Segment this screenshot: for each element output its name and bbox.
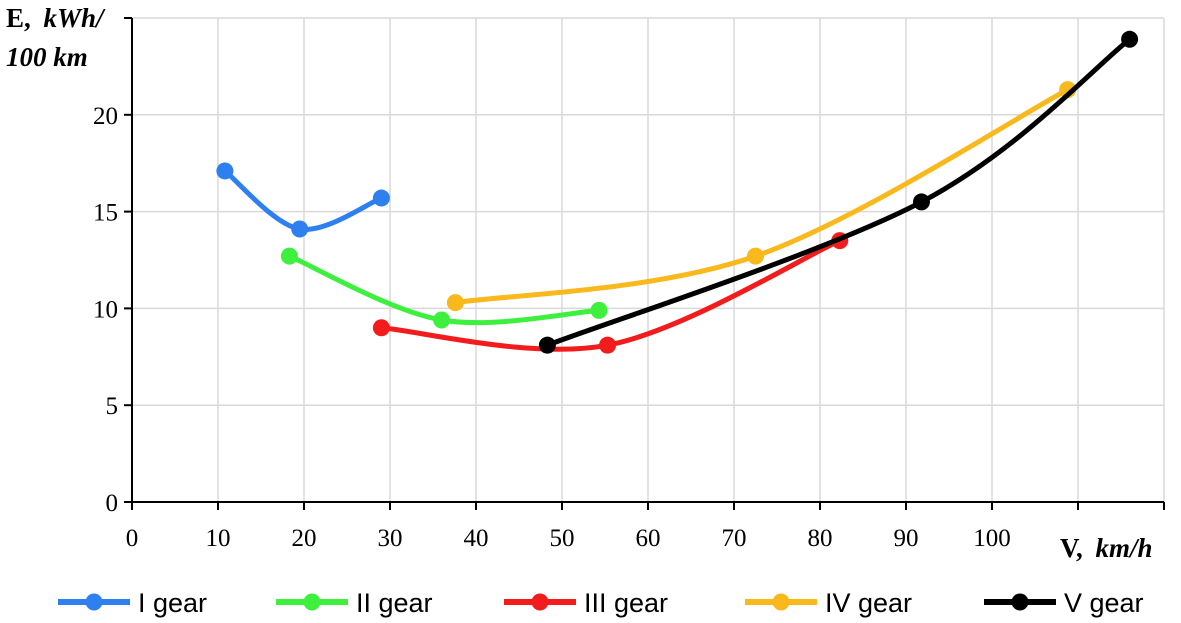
x-tick-labels: 0 10 20 30 40 50 60 70 80 90 100 — [126, 525, 1011, 552]
y-tick-label: 0 — [106, 490, 119, 517]
x-tick-label: 40 — [464, 525, 489, 552]
x-tick-label: 80 — [808, 525, 833, 552]
x-tick-label: 30 — [378, 525, 403, 552]
legend-label: IV gear — [825, 588, 912, 618]
series-2 — [280, 247, 608, 329]
legend-item: I gear — [58, 588, 207, 618]
y-tick-label: 15 — [93, 200, 118, 227]
legend-label: II gear — [356, 588, 433, 618]
data-point — [599, 336, 617, 354]
y-axis-title-line2: 100 km — [6, 42, 88, 72]
legend-item: V gear — [984, 588, 1144, 618]
y-tick-label: 20 — [93, 103, 118, 130]
x-axis-unit: km/h — [1096, 533, 1153, 563]
legend-swatch-marker — [531, 593, 549, 611]
series-line — [378, 238, 843, 352]
legend-item: IV gear — [745, 588, 912, 618]
series-1 — [216, 162, 390, 238]
x-axis-title: V, km/h — [1060, 533, 1153, 563]
series-4 — [446, 81, 1077, 312]
legend-item: II gear — [276, 588, 433, 618]
legend-swatch-marker — [1011, 593, 1029, 611]
data-point — [216, 162, 234, 180]
y-axis-symbol: E, — [6, 3, 31, 33]
y-tick-label: 10 — [93, 296, 118, 323]
data-point — [446, 294, 464, 312]
x-axis-symbol: V, — [1060, 533, 1083, 563]
y-tick-labels: 0 5 10 15 20 — [93, 103, 118, 517]
data-point — [291, 220, 309, 238]
x-tick-label: 70 — [722, 525, 747, 552]
x-tick-label: 60 — [636, 525, 661, 552]
x-tick-label: 20 — [292, 525, 317, 552]
legend: I gear II gear III gear IV gear V gear — [58, 588, 1144, 618]
y-axis-unit-line2: 100 km — [6, 42, 88, 72]
data-point — [280, 247, 298, 265]
data-point — [372, 319, 390, 337]
legend-label: V gear — [1064, 588, 1144, 618]
y-axis-unit-line1: kWh/ — [44, 3, 107, 33]
data-point — [1121, 30, 1139, 48]
x-tick-label: 0 — [126, 525, 139, 552]
series-line — [544, 36, 1133, 348]
series-3 — [372, 232, 849, 354]
series-lines — [216, 30, 1139, 354]
legend-swatch-marker — [85, 593, 103, 611]
legend-label: III gear — [584, 588, 668, 618]
y-tick-label: 5 — [106, 393, 119, 420]
data-point — [433, 311, 451, 329]
series-5 — [538, 30, 1139, 354]
grid — [132, 17, 1165, 502]
x-tick-label: 90 — [894, 525, 919, 552]
data-point — [747, 247, 764, 265]
data-point — [590, 301, 608, 319]
data-point — [538, 336, 556, 354]
legend-item: III gear — [504, 588, 668, 618]
axes — [124, 17, 1165, 510]
y-axis-title: E, kWh/ — [6, 3, 106, 33]
x-tick-label: 100 — [973, 525, 1011, 552]
x-tick-label: 50 — [550, 525, 575, 552]
legend-label: I gear — [138, 588, 207, 618]
series-line — [222, 168, 384, 232]
x-tick-label: 10 — [206, 525, 231, 552]
legend-swatch-marker — [772, 593, 790, 611]
data-point — [372, 189, 390, 207]
legend-swatch-marker — [303, 593, 321, 611]
data-point — [912, 193, 930, 211]
